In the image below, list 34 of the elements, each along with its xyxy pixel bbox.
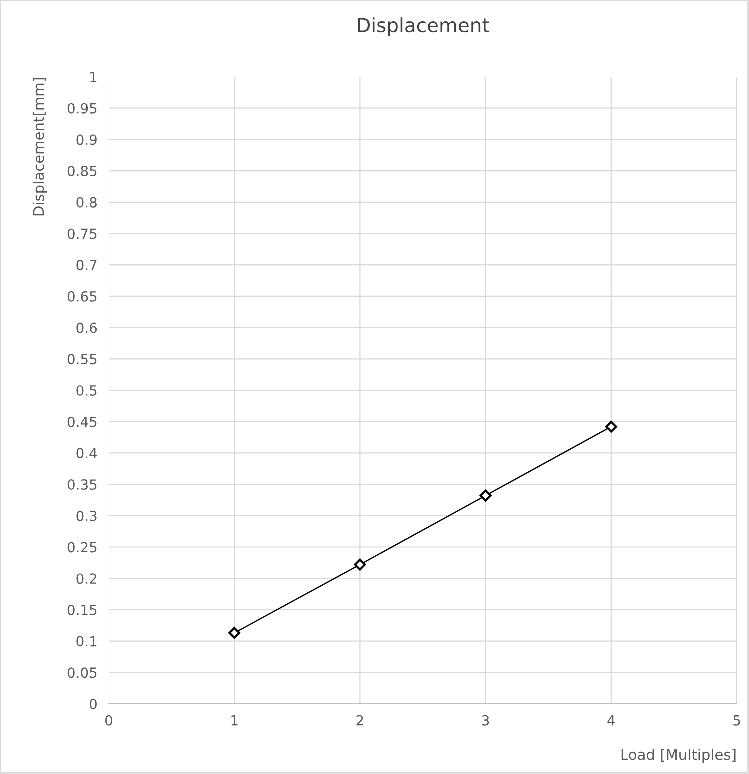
y-tick-label: 0.85 xyxy=(68,166,97,177)
chart-title: Displacement xyxy=(358,18,490,36)
x-tick-label: 1 xyxy=(232,716,238,726)
point xyxy=(354,558,366,571)
y-tick-label: 0.95 xyxy=(68,103,97,114)
y-axis-title: Displacement[mm] xyxy=(32,78,48,216)
point xyxy=(480,490,492,502)
x-tick-label: 0 xyxy=(105,715,112,726)
y-tick-label: 0 xyxy=(90,698,97,710)
x-tick-label: 2 xyxy=(356,715,364,726)
y-tick-label: 1 xyxy=(90,72,97,82)
point xyxy=(605,420,618,433)
point xyxy=(228,627,241,640)
x-tick-label: 3 xyxy=(482,715,490,726)
y-tick-label: 0.6 xyxy=(76,322,98,334)
y-tick-label: 0.15 xyxy=(68,604,97,616)
x-tick-label: 5 xyxy=(734,716,740,726)
y-tick-label: 0.4 xyxy=(76,448,98,459)
y-tick-label: 0.8 xyxy=(76,197,97,208)
y-tick-label: 0.35 xyxy=(68,480,97,490)
y-tick-label: 0.1 xyxy=(76,636,97,647)
y-tick-label: 0.55 xyxy=(68,354,97,365)
y-tick-label: 0.75 xyxy=(68,228,97,240)
x-axis-title: Load [Multiples] xyxy=(622,748,736,764)
x-tick-label: 4 xyxy=(608,716,616,726)
y-tick-label: 0.5 xyxy=(76,385,97,396)
y-tick-label: 0.25 xyxy=(68,542,97,553)
y-tick-label: 0.7 xyxy=(76,260,97,271)
y-tick-label: 0.65 xyxy=(68,291,97,302)
y-tick-label: 0.3 xyxy=(76,510,97,522)
y-tick-label: 0.05 xyxy=(68,668,97,678)
y-tick-label: 0.2 xyxy=(76,574,96,584)
y-tick-label: 0.45 xyxy=(68,416,97,428)
y-tick-label: 0.9 xyxy=(76,134,97,146)
